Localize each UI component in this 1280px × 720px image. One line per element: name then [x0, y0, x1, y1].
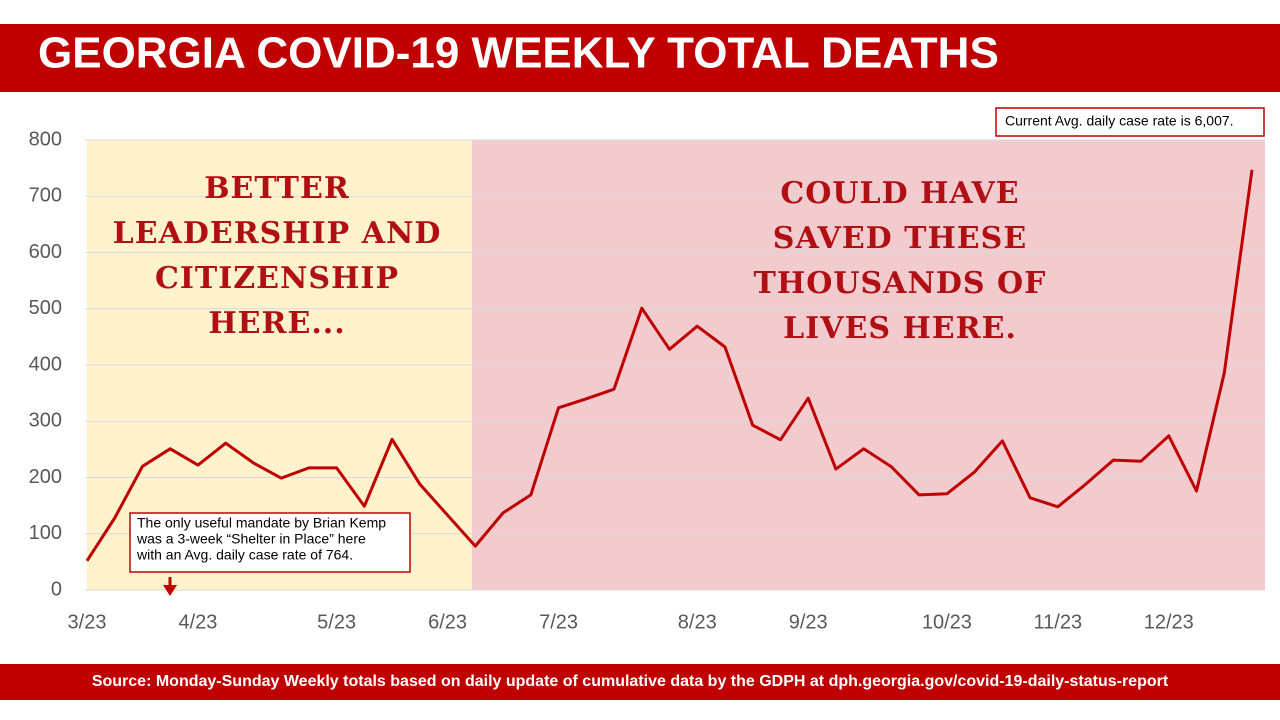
annotation: THOUSANDS OF — [754, 266, 1047, 301]
arrow-head — [163, 585, 177, 596]
x-tick-label: 3/23 — [68, 611, 107, 633]
annotation: COULD HAVE — [780, 176, 1019, 211]
y-tick-label: 100 — [29, 522, 62, 544]
x-tick-label: 4/23 — [178, 611, 217, 633]
x-tick-label: 12/23 — [1144, 611, 1194, 633]
annotation: HERE... — [208, 306, 345, 341]
source-banner — [0, 664, 1280, 700]
y-tick-label: 400 — [29, 353, 62, 375]
x-tick-label: 8/23 — [678, 611, 717, 633]
y-tick-label: 500 — [29, 297, 62, 319]
annotation: CITIZENSHIP — [155, 261, 399, 296]
data-line — [85, 169, 1254, 562]
annotation: LIVES HERE. — [783, 311, 1017, 346]
annotation: SAVED THESE — [773, 221, 1027, 256]
shelter-note: with an Avg. daily case rate of 764. — [136, 547, 353, 563]
annotation: LEADERSHIP AND — [113, 216, 442, 251]
x-tick-label: 9/23 — [789, 611, 828, 633]
note-box — [995, 107, 1265, 137]
shelter-note: The only useful mandate by Brian Kemp — [137, 515, 386, 531]
shelter-note: was a 3-week “Shelter in Place” here — [136, 531, 366, 547]
y-tick-label: 800 — [29, 128, 62, 150]
source: Source: Monday-Sunday Weekly totals base… — [92, 673, 1169, 690]
current-note: Current Avg. daily case rate is 6,007. — [1005, 113, 1234, 129]
chart-title: GEORGIA COVID-19 WEEKLY TOTAL DEATHS — [38, 29, 999, 78]
x-tick-label: 5/23 — [317, 611, 356, 633]
annotation: BETTER — [204, 171, 350, 206]
x-tick-label: 11/23 — [1034, 611, 1083, 633]
x-tick-label: 6/23 — [428, 611, 467, 633]
note-box — [129, 512, 411, 573]
title-banner — [0, 24, 1280, 92]
y-tick-label: 300 — [29, 410, 62, 432]
x-tick-label: 10/23 — [922, 611, 972, 633]
y-tick-label: 0 — [51, 578, 62, 600]
y-tick-label: 600 — [29, 241, 62, 263]
y-tick-label: 200 — [29, 466, 62, 488]
x-tick-label: 7/23 — [539, 611, 578, 633]
y-tick-label: 700 — [29, 185, 62, 207]
